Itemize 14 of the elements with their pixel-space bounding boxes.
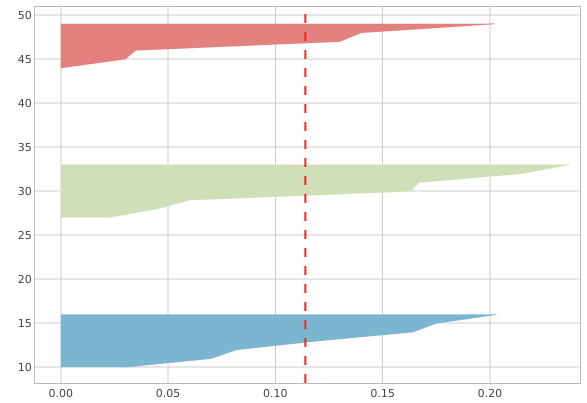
x-tick-label: 0.10 — [263, 387, 288, 400]
y-tick-label: 40 — [18, 96, 32, 110]
y-tick-label: 20 — [18, 272, 32, 286]
y-tick-label: 10 — [18, 361, 32, 374]
y-tick-label: 35 — [18, 140, 32, 154]
x-tick-label: 0.00 — [48, 387, 73, 400]
y-tick-label: 15 — [18, 316, 32, 330]
x-tick-label: 0.15 — [370, 387, 395, 400]
x-tick-label: 0.05 — [156, 387, 180, 400]
x-tick-label: 0.20 — [478, 387, 502, 400]
y-tick-label: 45 — [18, 52, 32, 66]
y-tick-label: 30 — [18, 184, 32, 198]
y-tick-label: 50 — [18, 8, 32, 22]
y-tick-label: 25 — [18, 228, 32, 242]
